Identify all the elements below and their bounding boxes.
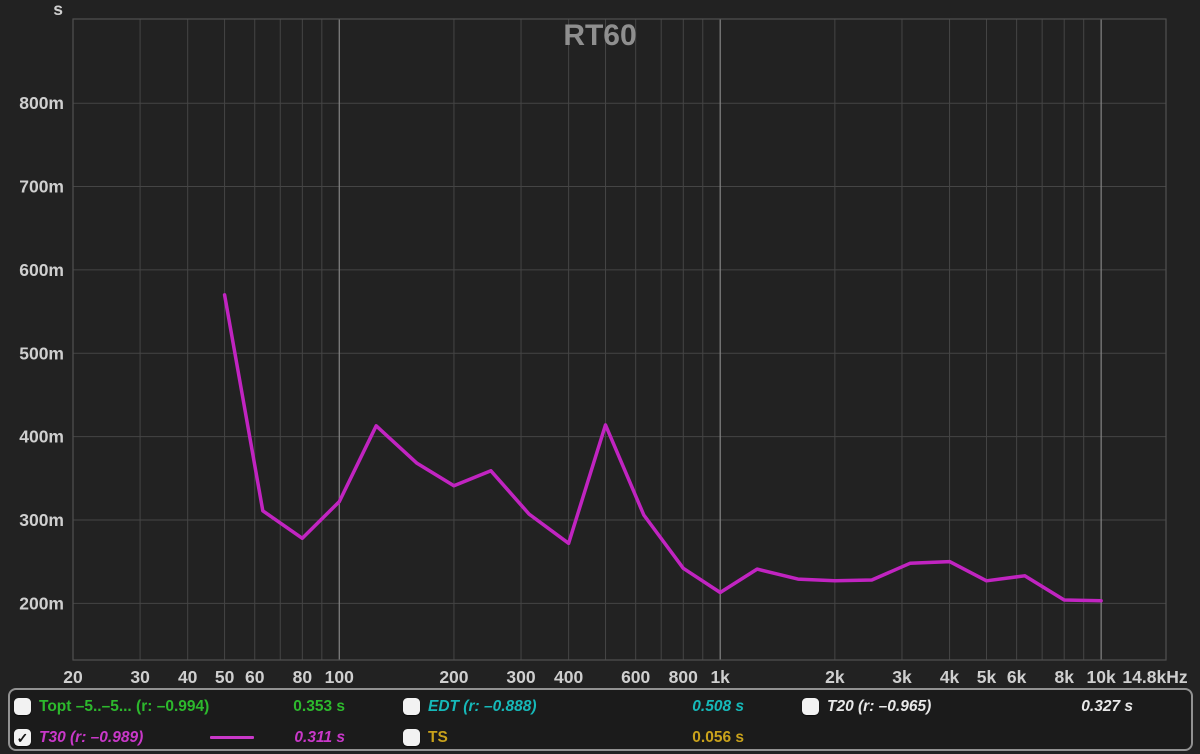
legend-value-t30: 0.311 s xyxy=(294,728,345,746)
legend-item-edt: EDT (r: –0.888) 0.508 s xyxy=(403,691,802,722)
x-tick-label: 4k xyxy=(940,667,960,687)
chart-title: RT60 xyxy=(563,19,636,52)
ts-checkbox[interactable] xyxy=(403,729,420,746)
y-tick-label: 600m xyxy=(19,260,64,280)
x-tick-label: 20 xyxy=(63,667,83,687)
x-tick-label: 40 xyxy=(178,667,198,687)
t30-line-swatch xyxy=(210,735,254,739)
legend-item-empty xyxy=(802,722,1191,753)
legend-item-t30: T30 (r: –0.989) 0.311 s xyxy=(14,722,403,753)
t30-checkbox[interactable] xyxy=(14,729,31,746)
chart-area[interactable]: 20 30 40 50 60 80 100 200 300 400 600 800 1k 2k 3k 4k 5k… xyxy=(0,0,1200,688)
t30-curve xyxy=(222,293,1103,603)
y-tick-label: 700m xyxy=(19,177,64,197)
x-tick-label: 80 xyxy=(293,667,313,687)
x-tick-label: 30 xyxy=(130,667,150,687)
x-tick-label: 1k xyxy=(710,667,730,687)
x-tick-label: 200 xyxy=(439,667,468,687)
y-tick-label: 300m xyxy=(19,510,64,530)
y-axis-unit-label: s xyxy=(53,0,63,19)
x-tick-label: 8k xyxy=(1054,667,1074,687)
x-tick-label: 5k xyxy=(977,667,997,687)
plot-border xyxy=(72,18,1167,661)
legend-value-topt: 0.353 s xyxy=(293,697,345,715)
x-tick-label: 10k xyxy=(1087,667,1116,687)
legend-label-edt: EDT (r: –0.888) xyxy=(428,697,537,715)
x-tick-label: 800 xyxy=(669,667,698,687)
x-tick-label: 6k xyxy=(1007,667,1027,687)
legend-panel: Topt –5..–5... (r: –0.994) 0.353 s EDT (… xyxy=(8,688,1193,751)
legend-label-t30: T30 (r: –0.989) xyxy=(39,728,144,746)
y-tick-label: 400m xyxy=(19,427,64,447)
legend-label-ts: TS xyxy=(428,728,448,746)
legend-item-ts: TS 0.056 s xyxy=(403,722,802,753)
topt-checkbox[interactable] xyxy=(14,698,31,715)
x-tick-label: 2k xyxy=(825,667,845,687)
legend-label-t20: T20 (r: –0.965) xyxy=(827,697,932,715)
legend-value-ts: 0.056 s xyxy=(692,728,744,746)
y-tick-label: 500m xyxy=(19,343,64,363)
checkmark-icon xyxy=(17,731,29,745)
x-tick-label: 14.8kHz xyxy=(1122,667,1187,687)
legend-item-topt: Topt –5..–5... (r: –0.994) 0.353 s xyxy=(14,691,403,722)
t20-checkbox[interactable] xyxy=(802,698,819,715)
x-tick-label: 3k xyxy=(892,667,912,687)
y-tick-label: 200m xyxy=(19,593,64,613)
x-tick-label: 60 xyxy=(245,667,265,687)
x-tick-label: 50 xyxy=(215,667,235,687)
x-tick-label: 600 xyxy=(621,667,650,687)
rt60-chart-svg[interactable]: 20 30 40 50 60 80 100 200 300 400 600 800 1k 2k 3k 4k 5k… xyxy=(0,0,1200,688)
legend-value-t20: 0.327 s xyxy=(1081,697,1133,715)
x-tick-label: 100 xyxy=(325,667,354,687)
legend-item-t20: T20 (r: –0.965) 0.327 s xyxy=(802,691,1191,722)
legend-label-topt: Topt –5..–5... (r: –0.994) xyxy=(39,697,210,715)
x-tick-label: 400 xyxy=(554,667,583,687)
edt-checkbox[interactable] xyxy=(403,698,420,715)
legend-value-edt: 0.508 s xyxy=(692,697,744,715)
x-tick-label: 300 xyxy=(506,667,535,687)
y-tick-label: 800m xyxy=(19,93,64,113)
